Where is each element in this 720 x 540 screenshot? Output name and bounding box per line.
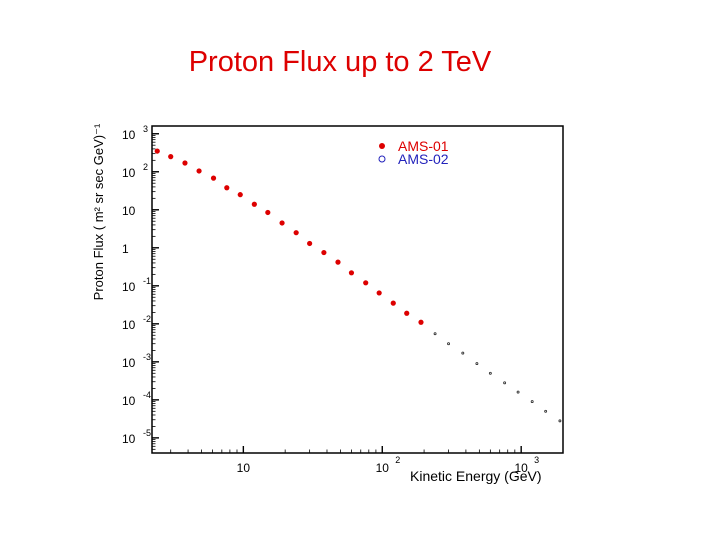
data-point-ams-02: [544, 409, 548, 413]
y-tick-exponent: -5: [143, 428, 151, 438]
data-point-ams-01: [390, 300, 396, 306]
y-tick-exponent: -4: [143, 390, 151, 400]
data-point-ams-01: [293, 230, 299, 236]
series-ams-01: [154, 148, 424, 325]
data-point-ams-02: [488, 371, 492, 375]
data-point-ams-01: [196, 168, 202, 174]
data-point-ams-01: [210, 175, 217, 181]
y-tick-label: 1: [122, 242, 129, 256]
data-point-ams-02: [475, 362, 479, 366]
x-tick-exponent: 3: [534, 455, 539, 465]
data-point-ams-02: [461, 351, 465, 355]
data-point-ams-02: [558, 419, 562, 423]
data-point-ams-01: [418, 319, 424, 325]
data-point-ams-01: [363, 280, 369, 286]
data-point-ams-01: [182, 160, 188, 166]
y-tick-label: 10: [122, 280, 136, 294]
y-tick-label: 10: [122, 128, 136, 142]
data-point-ams-01: [404, 310, 410, 316]
y-tick-label: 10: [122, 166, 136, 180]
data-point-ams-01: [279, 220, 285, 226]
y-tick-exponent: -3: [143, 352, 151, 362]
legend: AMS-01 AMS-02: [378, 138, 449, 167]
data-point-ams-01: [348, 270, 355, 276]
y-axis-label: Proton Flux ( m² sr sec GeV)⁻¹: [91, 123, 106, 300]
data-point-ams-01: [251, 201, 257, 207]
data-point-ams-01: [376, 290, 382, 296]
y-tick-label: 10: [122, 318, 136, 332]
data-point-ams-02: [530, 400, 534, 404]
y-tick-exponent: -2: [143, 314, 151, 324]
series-ams-02: [433, 332, 562, 423]
y-tick-labels: 10 3 10 2 10 1 10 -1 10 -2 10 -3 10 -4 10 -5: [122, 124, 151, 446]
legend-marker-ams-02: [378, 155, 386, 163]
y-tick-label: 10: [122, 394, 136, 408]
data-point-ams-02: [433, 332, 437, 336]
data-point-ams-02: [503, 381, 507, 385]
legend-label-ams-01: AMS-01: [398, 138, 449, 154]
legend-marker-ams-01: [379, 143, 385, 149]
y-tick-exponent: -1: [143, 276, 151, 286]
plot-frame: [151, 125, 564, 454]
data-point-ams-01: [154, 148, 160, 154]
slide-title: Proton Flux up to 2 TeV: [188, 46, 492, 78]
data-point-ams-01: [168, 154, 174, 160]
data-point-ams-01: [321, 249, 327, 256]
data-point-ams-01: [307, 240, 313, 247]
series-layer: [154, 148, 562, 423]
y-tick-label: 10: [122, 204, 136, 218]
x-tick-label: 10: [376, 461, 390, 475]
y-tick-exponent: 2: [143, 162, 148, 172]
data-point-ams-01: [265, 209, 271, 216]
x-tick-exponent: 2: [395, 455, 400, 465]
y-tick-label: 10: [122, 356, 136, 370]
y-tick-label: 10: [122, 432, 136, 446]
data-point-ams-01: [224, 185, 230, 191]
legend-label-ams-02: AMS-02: [398, 151, 449, 167]
y-tick-exponent: 3: [143, 124, 148, 134]
data-point-ams-01: [237, 192, 243, 198]
data-point-ams-02: [447, 342, 450, 346]
x-tick-labels: 10 10 2 10 3: [237, 455, 540, 475]
data-point-ams-01: [335, 259, 341, 265]
x-axis-label: Kinetic Energy (GeV): [410, 468, 542, 484]
minor-ticks: [152, 133, 564, 454]
x-tick-label: 10: [237, 461, 251, 475]
data-point-ams-02: [516, 390, 520, 394]
x-tick-label: 10: [515, 461, 529, 475]
